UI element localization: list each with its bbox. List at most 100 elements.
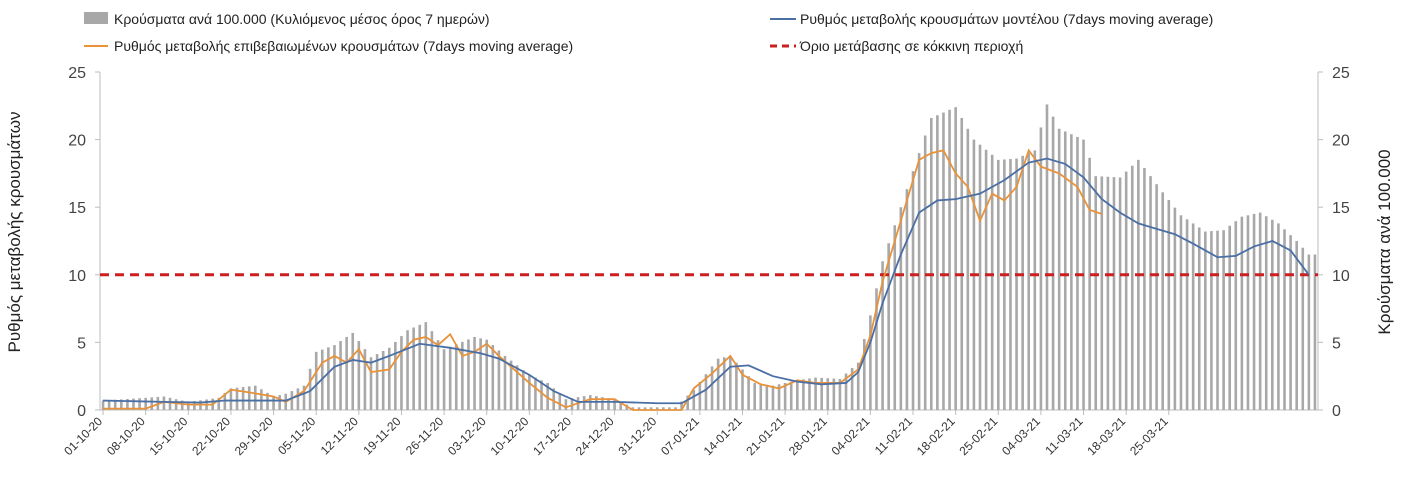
y-left-tick-label: 0: [77, 403, 86, 420]
bar: [850, 368, 854, 410]
bar: [881, 261, 884, 410]
bar: [1039, 127, 1043, 411]
bar: [978, 144, 982, 411]
x-tick-label: 07-01-21: [658, 414, 702, 458]
bar: [1015, 158, 1018, 410]
x-tick-label: 28-01-21: [786, 414, 830, 458]
bar: [1070, 134, 1073, 410]
x-tick-label: 15-10-20: [147, 414, 191, 458]
y-right-tick-label: 0: [1332, 403, 1341, 420]
bar: [1240, 216, 1244, 410]
bar: [753, 382, 756, 410]
bar: [223, 393, 227, 410]
x-tick-label: 04-02-21: [829, 414, 873, 458]
bar: [966, 128, 970, 410]
bar: [101, 400, 105, 410]
bar: [540, 380, 543, 410]
bar: [948, 109, 951, 411]
bar: [765, 384, 769, 410]
bar: [655, 407, 659, 410]
bar: [546, 382, 549, 410]
bar: [1179, 215, 1183, 410]
bar: [162, 396, 166, 410]
bar: [1143, 167, 1146, 410]
bar: [1112, 177, 1116, 410]
bar: [832, 378, 836, 410]
bar: [643, 407, 647, 410]
x-tick-label: 26-11-20: [403, 414, 446, 457]
bar: [893, 225, 897, 410]
bar: [193, 401, 196, 410]
bar: [1191, 223, 1195, 410]
y-right-tick-label: 25: [1332, 65, 1350, 82]
bar: [1252, 213, 1256, 410]
bar: [278, 395, 281, 410]
bar: [1313, 254, 1317, 410]
bar: [1021, 155, 1024, 410]
bar: [302, 385, 306, 410]
bar: [1094, 176, 1098, 410]
bar: [229, 388, 233, 410]
legend-label-threshold: Όριο μετάβασης σε κόκκινη περιοχή: [799, 38, 1023, 54]
bar: [436, 340, 440, 410]
bar: [996, 159, 1000, 410]
bar: [406, 330, 409, 410]
bar: [820, 377, 823, 410]
bar: [759, 383, 763, 410]
bar: [662, 407, 665, 410]
bar: [686, 395, 689, 410]
bar: [1051, 116, 1055, 411]
bar: [942, 112, 945, 410]
bar: [1161, 192, 1164, 410]
bar: [534, 377, 537, 410]
bar: [1307, 254, 1311, 410]
x-tick-label: 25-02-21: [957, 414, 1001, 458]
bar: [887, 243, 890, 410]
bar: [729, 355, 732, 410]
x-tick-label: 24-12-20: [573, 414, 617, 458]
y-left-axis-title: Ρυθμός μεταβολής κρουσμάτων: [5, 112, 24, 353]
x-tick-label: 25-03-21: [1127, 414, 1171, 458]
bar: [120, 399, 123, 410]
bar: [180, 400, 184, 410]
bar: [387, 347, 391, 410]
bar: [509, 360, 513, 410]
bar: [936, 115, 939, 410]
x-tick-label: 19-11-20: [360, 414, 403, 457]
bar: [796, 380, 799, 410]
bar: [418, 324, 422, 410]
bar: [1173, 207, 1177, 410]
bar: [917, 153, 921, 410]
bar: [327, 347, 330, 410]
bar: [826, 378, 830, 410]
y-right-ticks: 0 5 10 15 20 25: [1318, 65, 1350, 420]
bar: [461, 341, 464, 410]
bar: [595, 396, 598, 410]
bar: [1283, 229, 1286, 410]
bar: [1009, 158, 1012, 410]
bar: [521, 370, 525, 410]
y-right-tick-label: 15: [1332, 200, 1350, 217]
y-left-tick-label: 20: [68, 133, 86, 150]
x-tick-label: 04-03-21: [999, 414, 1043, 458]
bar: [1289, 235, 1292, 410]
y-left-tick-label: 10: [68, 268, 86, 285]
bar: [1063, 131, 1067, 411]
bar: [107, 400, 111, 410]
bar: [528, 374, 531, 410]
bar: [923, 135, 927, 411]
bar: [613, 399, 616, 410]
bar: [247, 386, 251, 410]
bar: [1210, 231, 1213, 410]
bar: [1130, 165, 1134, 410]
bar: [844, 373, 848, 410]
bar: [369, 357, 373, 410]
x-tick-label: 31-12-20: [615, 414, 659, 458]
bar: [875, 288, 878, 410]
bar: [905, 189, 909, 410]
bar: [1106, 176, 1110, 410]
bar: [990, 154, 994, 410]
y-right-tick-label: 5: [1332, 335, 1341, 352]
bar: [570, 398, 574, 410]
bar: [260, 389, 263, 410]
